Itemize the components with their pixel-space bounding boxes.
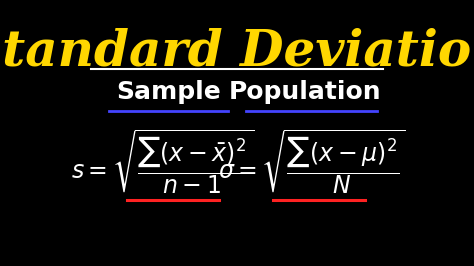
Text: $s = \sqrt{\dfrac{\sum(x-\bar{x})^2}{n-1}}$: $s = \sqrt{\dfrac{\sum(x-\bar{x})^2}{n-1… bbox=[71, 127, 255, 197]
Text: Sample: Sample bbox=[116, 80, 221, 104]
Text: Population: Population bbox=[229, 80, 382, 104]
Text: $\sigma = \sqrt{\dfrac{\sum(x-\mu)^2}{N}}$: $\sigma = \sqrt{\dfrac{\sum(x-\mu)^2}{N}… bbox=[218, 127, 405, 197]
Text: Standard Deviation: Standard Deviation bbox=[0, 28, 474, 77]
